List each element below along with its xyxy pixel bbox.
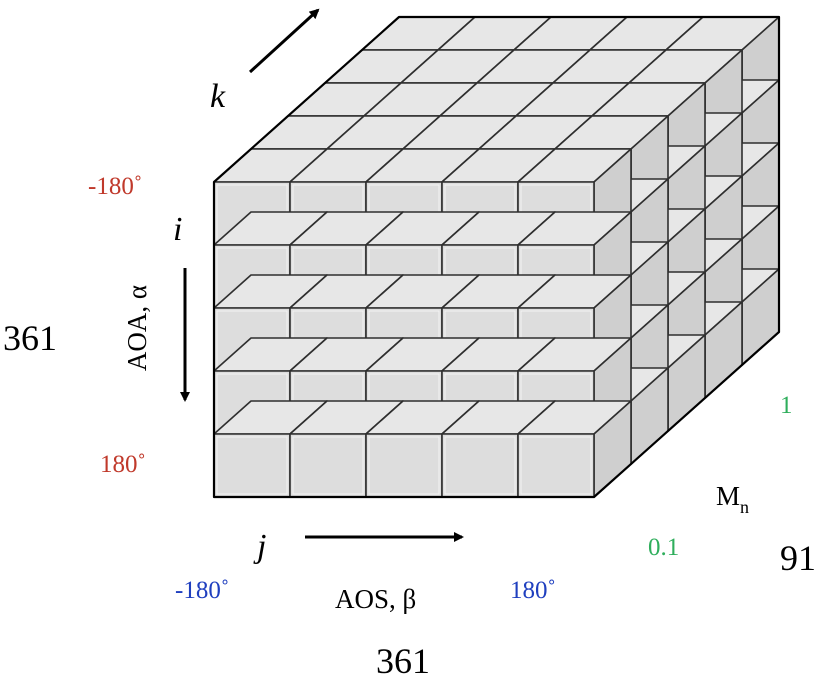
cube-grid [212,15,781,499]
aoa-count: 361 [3,318,57,358]
cube-front-face [213,433,291,498]
mach-axis-title: Mn [716,481,749,517]
j-axis-letter: j [253,528,266,565]
k-axis-arrow [248,8,320,74]
cube-outline [212,15,781,499]
cube-front-face [365,433,443,498]
aos-count: 361 [376,641,430,681]
aoa-axis-title: AOA, α [122,285,152,371]
cube-front-face [441,433,519,498]
mach-axis-subscript: n [740,497,749,517]
cube-front-face [289,433,367,498]
mach-count: 91 [780,538,816,578]
mach-range-end: 1 [780,392,793,419]
aoa-range-start: -180˚ [88,173,142,200]
cube-front-bevel [216,436,288,495]
cube-front-bevel [520,436,592,495]
cube-cell [517,400,632,498]
cube-front-bevel [292,436,364,495]
mach-range-start: 0.1 [648,534,679,561]
cube-front-bevel [368,436,440,495]
aos-axis-title: AOS, β [335,584,416,614]
mach-axis-symbol: M [716,481,740,511]
aos-range-start: -180˚ [175,577,229,604]
cube-front-face [517,433,595,498]
k-axis-letter: k [210,78,226,115]
aos-range-end: 180˚ [510,577,556,604]
i-axis-letter: i [173,211,182,248]
aoa-range-end: 180˚ [100,451,146,478]
cube-front-bevel [444,436,516,495]
